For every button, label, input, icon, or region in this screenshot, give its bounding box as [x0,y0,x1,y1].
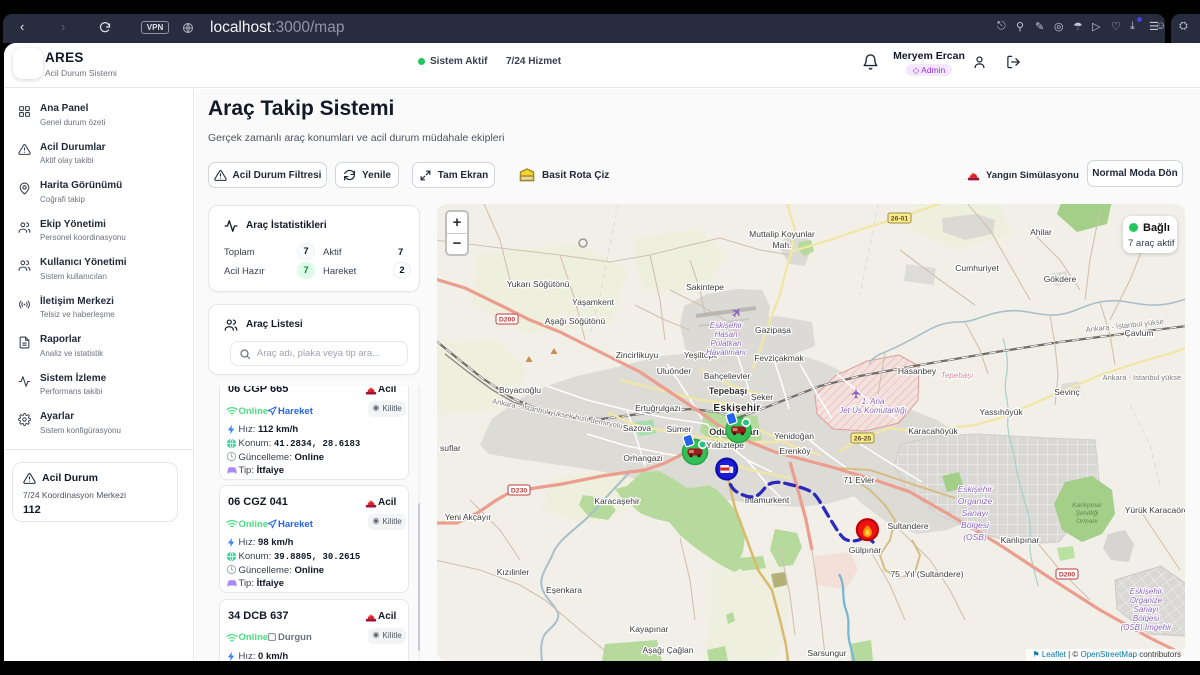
svg-text:Kayapınar: Kayapınar [630,624,669,634]
svg-text:(OSB): (OSB) [963,532,987,542]
svg-text:Tepebaşı: Tepebaşı [941,371,974,380]
svg-text:71 Evler: 71 Evler [843,475,874,485]
svg-text:Erenköy: Erenköy [779,446,811,456]
svg-text:(OSB) İmgehir: (OSB) İmgehir [1120,623,1171,632]
svg-text:Hasanbey: Hasanbey [898,366,937,376]
svg-text:1. Ana: 1. Ana [862,397,885,406]
svg-text:Polatkan: Polatkan [710,339,742,348]
svg-text:Gazipaşa: Gazipaşa [755,325,791,335]
svg-text:Ormanı: Ormanı [1076,518,1098,525]
svg-text:Cumhuriyet: Cumhuriyet [955,263,999,273]
svg-text:Sanayı: Sanayı [962,508,988,518]
svg-text:Karacahöyük: Karacahöyük [908,426,958,436]
svg-text:Bahçelievler: Bahçelievler [704,371,750,381]
svg-text:Sümer: Sümer [666,424,691,434]
svg-text:Yaşamkent: Yaşamkent [572,297,615,307]
svg-text:Gökdere: Gökdere [1044,274,1077,284]
svg-text:Ahilar: Ahilar [1030,227,1052,237]
svg-text:75. Yıl (Sultandere): 75. Yıl (Sultandere) [890,569,963,579]
svg-text:Kanlıpınar: Kanlıpınar [1001,535,1040,545]
svg-text:Organize: Organize [958,496,993,506]
svg-text:Orhangazi: Orhangazi [623,453,662,463]
svg-text:D200: D200 [499,317,515,324]
svg-text:Yassıhöyük: Yassıhöyük [979,407,1023,417]
svg-text:Ankara - İstanbul yükse: Ankara - İstanbul yükse [1103,373,1181,382]
svg-text:Kızılinler: Kızılinler [497,567,530,577]
svg-text:Mah.: Mah. [773,240,792,250]
svg-text:Sarsungur: Sarsungur [807,648,846,658]
svg-text:Gülpınar: Gülpınar [849,545,882,555]
svg-text:Zincirlikuyu: Zincirlikuyu [616,350,659,360]
svg-text:Sanayı: Sanayı [1134,605,1159,614]
svg-text:İhlamurkent: İhlamurkent [745,495,790,505]
svg-text:Eskişehir: Eskişehir [710,321,743,330]
svg-text:D230: D230 [511,488,527,495]
svg-text:Tepebaşı: Tepebaşı [709,386,747,396]
svg-text:Yeni Akçayır: Yeni Akçayır [445,512,492,522]
svg-text:Yürük Karacaören: Yürük Karacaören [1125,505,1185,515]
svg-text:Kanlıpınar: Kanlıpınar [1072,502,1102,509]
svg-text:Organize: Organize [1130,596,1163,605]
svg-text:Sazova: Sazova [623,423,652,433]
svg-text:Hasan: Hasan [714,330,738,339]
svg-text:Havalimanı: Havalimanı [706,348,746,357]
svg-text:Çavlum: Çavlum [1125,328,1154,338]
svg-text:Eşenkara: Eşenkara [546,585,582,595]
svg-text:26-01: 26-01 [891,216,909,223]
svg-text:Aşağı Söğütönü: Aşağı Söğütönü [545,316,606,326]
svg-text:Uluönder: Uluönder [657,366,692,376]
svg-text:Eskişehir: Eskişehir [713,403,760,414]
svg-text:Boyacıoğlu: Boyacıoğlu [499,385,541,395]
svg-text:Bölgesi: Bölgesi [1133,614,1159,623]
svg-text:Yeşiltepe: Yeşiltepe [684,350,718,360]
svg-text:Jet Üs Komutanlığı: Jet Üs Komutanlığı [838,406,907,415]
svg-text:Bölgesi: Bölgesi [961,520,990,530]
svg-text:Yukarı Söğütönü: Yukarı Söğütönü [507,279,570,289]
svg-text:Karacaşehir: Karacaşehir [594,496,640,506]
svg-text:Eskişehir: Eskişehir [958,484,994,494]
svg-text:Yenidoğan: Yenidoğan [774,431,814,441]
svg-text:Sevinç: Sevinç [1054,387,1080,397]
svg-text:Sultandere: Sultandere [887,521,928,531]
svg-text:Eskişehir: Eskişehir [1130,587,1163,596]
svg-text:Ankara - İstanbul yüksek hızlı: Ankara - İstanbul yüksek hızlı demiryolu [492,396,624,430]
svg-text:Fevziçakmak: Fevziçakmak [754,353,804,363]
svg-text:Şeker: Şeker [751,392,773,402]
svg-text:D200: D200 [1059,572,1075,579]
svg-text:Aşağı Çağlan: Aşağı Çağlan [642,645,693,655]
svg-text:Şehitliği: Şehitliği [1076,510,1099,517]
svg-text:Muttalip Koyunlar: Muttalip Koyunlar [749,229,815,239]
svg-text:suflar: suflar [440,443,461,453]
svg-text:Sakintepe: Sakintepe [686,282,724,292]
svg-text:Ertuğrulgazı: Ertuğrulgazı [635,403,681,413]
svg-text:26-25: 26-25 [854,436,872,443]
